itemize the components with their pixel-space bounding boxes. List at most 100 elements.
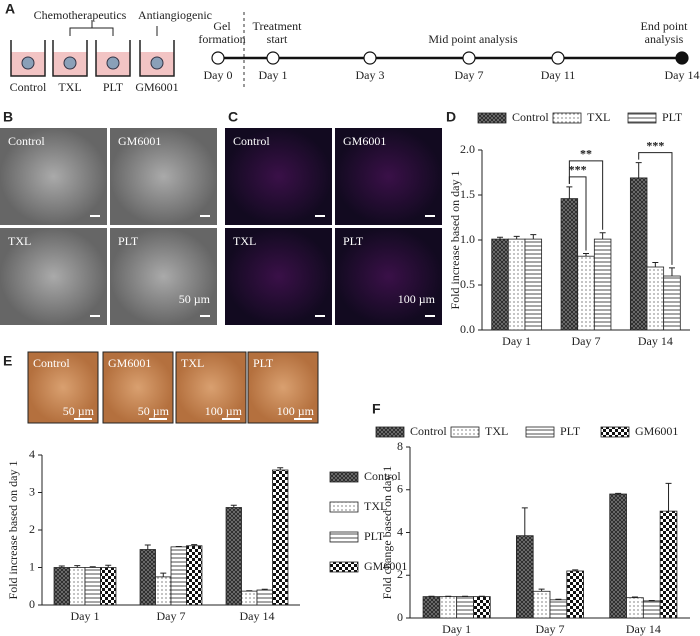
micrograph — [110, 128, 217, 225]
legend-label: TXL — [587, 110, 610, 124]
y-tick-label: 0 — [29, 597, 35, 611]
time-note: Gel — [213, 19, 231, 33]
legend-label: GM6001 — [635, 424, 678, 438]
panel-letter: A — [5, 1, 15, 17]
legend-label: Control — [364, 469, 401, 483]
error-bar — [521, 507, 528, 536]
error-bar — [530, 234, 537, 240]
x-tick-label: Day 7 — [572, 334, 601, 348]
panel-letter: B — [3, 109, 13, 125]
bracket — [69, 20, 114, 36]
gel — [150, 56, 164, 70]
tile-label: GM6001 — [118, 134, 161, 148]
y-tick-label: 0 — [397, 610, 403, 624]
bar — [532, 590, 551, 619]
micrograph — [248, 352, 318, 423]
significance-bracket — [568, 160, 604, 230]
x-tick-label: Day 14 — [638, 334, 673, 348]
tile-label: TXL — [8, 234, 31, 248]
error-bar — [277, 467, 284, 470]
bar — [524, 238, 543, 331]
micrograph — [335, 128, 442, 225]
scale-label: 100 µm — [277, 404, 315, 418]
x-tick-label: Day 1 — [442, 622, 471, 636]
time-point — [462, 51, 476, 65]
tile-label: TXL — [233, 234, 256, 248]
error-bar — [538, 588, 545, 592]
scale-label: 50 µm — [138, 404, 170, 418]
panel-letter: F — [372, 401, 381, 417]
bar — [225, 507, 242, 606]
bar — [439, 596, 458, 619]
gel — [106, 56, 120, 70]
tile-label: PLT — [343, 234, 364, 248]
bar — [100, 567, 117, 606]
bar — [155, 576, 172, 606]
bar — [272, 469, 289, 606]
tile-border — [175, 351, 247, 424]
bar — [593, 238, 612, 331]
error-bar — [583, 253, 589, 257]
bar — [609, 493, 627, 619]
scale-label: 50 µm — [179, 292, 211, 306]
tile-label: Control — [233, 134, 270, 148]
error-bar — [631, 596, 638, 598]
tile-label: Control — [33, 356, 70, 370]
group-label: Antiangiogenic — [138, 8, 212, 22]
significance-label: ** — [580, 147, 592, 161]
x-tick-label: Day 7 — [157, 609, 186, 623]
panel-letter: C — [228, 109, 238, 125]
bar — [626, 597, 644, 619]
bar — [473, 596, 491, 619]
error-bar — [572, 569, 579, 571]
x-tick-label: Day 1 — [71, 609, 100, 623]
error-bar — [58, 565, 65, 568]
legend-swatch — [552, 112, 582, 124]
tile-border — [102, 351, 174, 424]
well-label: TXL — [58, 80, 81, 94]
day-label: Day 11 — [541, 68, 576, 82]
day-label: Day 0 — [204, 68, 233, 82]
legend-swatch — [525, 426, 555, 438]
y-tick-label: 0.0 — [460, 322, 475, 336]
legend-swatch — [329, 501, 359, 513]
legend-label: PLT — [560, 424, 581, 438]
micrograph — [225, 228, 332, 325]
bar — [256, 589, 273, 606]
x-tick-label: Day 1 — [502, 334, 531, 348]
y-tick-label: 4 — [397, 524, 403, 538]
y-tick-label: 2 — [29, 522, 35, 536]
error-bar — [615, 492, 622, 495]
y-tick-label: 1.0 — [460, 232, 475, 246]
panel-letter: E — [3, 353, 12, 369]
y-tick-label: 1 — [29, 559, 35, 573]
error-bar — [74, 565, 81, 568]
legend-swatch — [329, 531, 359, 543]
legend-swatch — [375, 426, 405, 438]
bar — [560, 198, 579, 331]
tile-label: TXL — [181, 356, 204, 370]
legend-label: TXL — [364, 499, 387, 513]
error-bar — [144, 544, 151, 550]
y-axis-label: Fold increase based on day 1 — [6, 461, 20, 600]
micrograph — [176, 352, 246, 423]
tile-border — [247, 351, 319, 424]
bar — [507, 238, 526, 331]
y-tick-label: 1.5 — [460, 187, 475, 201]
legend-label: PLT — [662, 110, 683, 124]
well — [139, 40, 175, 77]
error-bar — [652, 262, 659, 267]
y-axis-label: Fold change based on day 1 — [380, 466, 394, 600]
tile-label: GM6001 — [343, 134, 386, 148]
error-bar — [261, 588, 268, 590]
time-note: formation — [198, 32, 245, 46]
day-label: Day 7 — [455, 68, 484, 82]
x-tick-label: Day 14 — [626, 622, 661, 636]
bar — [642, 600, 661, 619]
tile-label: Control — [8, 134, 45, 148]
legend-label: Control — [410, 424, 447, 438]
legend-swatch — [600, 426, 630, 438]
legend-swatch — [329, 471, 359, 483]
error-bar — [230, 504, 237, 508]
bar — [241, 590, 258, 606]
